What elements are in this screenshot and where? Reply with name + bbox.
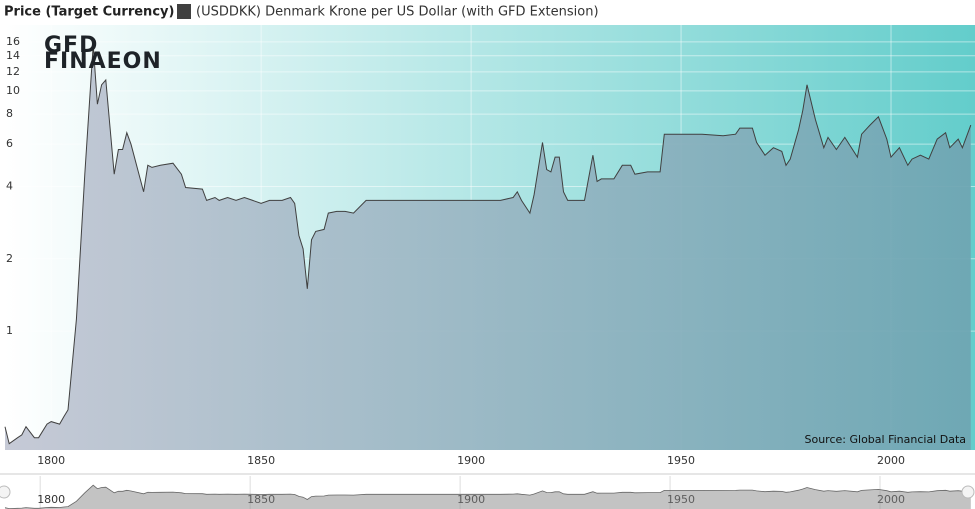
y-tick-label: 14 <box>6 49 20 62</box>
y-tick-label: 10 <box>6 84 20 97</box>
navigator-line <box>4 484 971 509</box>
navigator-tick-label: 1800 <box>37 493 65 506</box>
legend-swatch[interactable] <box>177 4 191 19</box>
navigator-area <box>5 485 971 509</box>
area-line <box>4 45 972 445</box>
y-tick-label: 16 <box>6 35 20 48</box>
logo-top: GFD <box>44 33 98 58</box>
x-tick-label: 1950 <box>667 454 695 467</box>
y-tick-label: 4 <box>6 179 13 192</box>
x-tick-label: 1800 <box>37 454 65 467</box>
source-note: Source: Global Financial Data <box>805 433 967 446</box>
plot: 1800180018501850190019001950195020002000… <box>4 25 975 509</box>
area-fill <box>5 45 971 450</box>
y-axis-title: Price (Target Currency) <box>4 5 174 20</box>
navigator-handle-right[interactable] <box>961 485 975 499</box>
x-tick-label: 1900 <box>457 454 485 467</box>
y-tick-label: 1 <box>6 324 13 337</box>
y-tick-label: 8 <box>6 107 13 120</box>
y-tick-label: 12 <box>6 65 20 78</box>
y-tick-label: 6 <box>6 137 13 150</box>
x-tick-label: 1850 <box>247 454 275 467</box>
y-tick-label: 2 <box>6 252 13 265</box>
navigator-handle-left[interactable] <box>0 485 11 499</box>
x-tick-label: 2000 <box>877 454 905 467</box>
logo-bottom: FINAEON <box>44 49 162 74</box>
legend-label[interactable]: (USDDKK) Denmark Krone per US Dollar (wi… <box>196 5 599 20</box>
